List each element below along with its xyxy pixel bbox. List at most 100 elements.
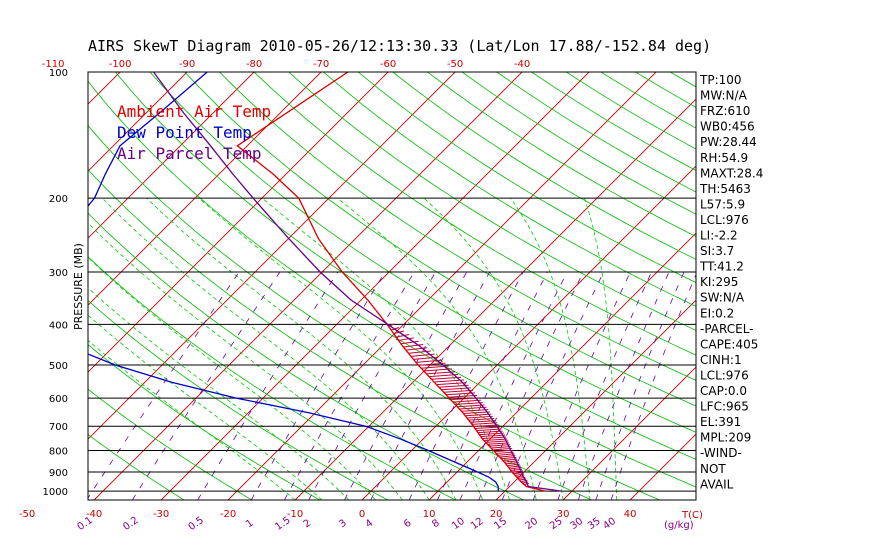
cape-hatch-line: [431, 376, 462, 380]
mixing-ratio-line: [344, 271, 468, 500]
cape-hatch-line: [496, 451, 514, 454]
mixing-ratio-line: [478, 271, 584, 500]
pressure-tick-label: 200: [49, 194, 68, 205]
cape-hatch-line: [494, 449, 513, 453]
mixing-ratio-tick-label: 12: [469, 516, 486, 532]
bottom-temperature-tick-label: 10: [423, 509, 436, 520]
index-entry: SW:N/A: [700, 291, 745, 305]
index-entry: NOT: [700, 462, 726, 476]
dry-adiabat-line: [184, 72, 696, 407]
moist-adiabat-line: [88, 339, 296, 500]
cape-hatch-line: [471, 422, 498, 425]
mixing-ratio-line: [610, 273, 696, 500]
mixing-ratio-tick-label: 4: [364, 518, 376, 531]
mixing-ratio-line: [577, 271, 670, 500]
pressure-tick-labels: 100 200 300 400 500 600 700 800 900 1000: [43, 68, 68, 498]
bottom-temperature-tick-label: -10: [287, 509, 303, 520]
bottom-temperature-tick-labels: -50 -40 -30 -20 -10 0 10 20 30 40: [19, 509, 637, 520]
mixing-ratio-tick-label: 10: [450, 516, 467, 532]
cape-hatch-line: [485, 440, 509, 443]
bottom-temperature-tick-label: 30: [557, 509, 570, 520]
index-entry: EL:391: [700, 415, 741, 429]
cape-hatch-line: [403, 344, 424, 348]
cape-hatch-line: [480, 434, 506, 438]
isotherm-line: [0, 72, 53, 500]
cape-hatch-line: [483, 438, 508, 441]
cape-hatch-line: [476, 428, 502, 432]
cape-hatch-line: [448, 394, 478, 398]
index-entry: CAP:0.0: [700, 384, 747, 398]
cape-hatch-line: [433, 379, 465, 383]
moist-adiabat-line: [337, 197, 537, 500]
cape-hatch-line: [398, 337, 414, 341]
mixing-ratio-tick-label: 3: [337, 518, 349, 531]
chart-legend: Ambient Air Temp Dew Point Temp Air Parcel…: [117, 102, 271, 163]
cape-hatch-line: [466, 415, 493, 419]
dry-adiabat-line: [253, 72, 696, 356]
cape-hatch-line: [499, 455, 516, 458]
dry-adiabat-line: [288, 72, 696, 331]
cape-hatch-line: [473, 424, 499, 427]
dry-adiabat-line: [88, 125, 660, 500]
bottom-temperature-tick-label: -40: [86, 509, 102, 520]
index-entry: SI:3.7: [700, 244, 734, 258]
top-temperature-tick-label: -60: [380, 59, 396, 70]
isotherm-line: [88, 72, 322, 306]
index-entry: LFC:965: [700, 400, 749, 414]
cape-hatch-line: [490, 446, 511, 449]
cape-hatch-line: [487, 442, 510, 445]
mixing-ratio-line: [595, 271, 685, 500]
mixing-ratio-tick-label: 6: [402, 518, 414, 531]
moist-adiabat-line: [88, 222, 403, 500]
mixing-ratio-line: [557, 271, 652, 500]
index-entry: CAPE:405: [700, 337, 758, 351]
cape-hatch-line: [405, 347, 428, 351]
index-entry: LCL:976: [700, 368, 749, 382]
dry-adiabat-line: [496, 72, 696, 193]
dry-adiabat-line: [88, 212, 524, 500]
isotherm-line: [88, 72, 389, 373]
index-entry: KI:295: [700, 275, 738, 289]
pressure-tick-label: 100: [49, 68, 68, 79]
cape-hatch-line: [396, 334, 410, 338]
plot-frame: [87, 71, 697, 501]
cape-hatch-line: [457, 404, 485, 408]
dry-adiabat-line: [392, 72, 696, 260]
cape-hatch-line: [475, 426, 500, 430]
legend-entry: Air Parcel Temp: [117, 144, 262, 163]
dry-adiabat-line: [219, 72, 696, 381]
index-entry: FRZ:610: [700, 104, 750, 118]
legend-entry: Dew Point Temp: [117, 123, 252, 142]
pressure-tick-label: 800: [49, 447, 68, 458]
isotherm-line: [495, 299, 696, 500]
isotherm-line: [88, 72, 121, 105]
cape-hatch-line: [408, 350, 431, 354]
pressure-tick-label: 700: [49, 422, 68, 433]
moist-adiabat-line: [423, 197, 564, 500]
dry-adiabat-line: [88, 256, 456, 500]
cape-hatch-line: [477, 430, 503, 434]
mixing-ratio-tick-label: 1: [244, 518, 256, 531]
mixing-ratio-line: [250, 271, 386, 500]
mixing-ratio-tick-label: 40: [601, 516, 618, 532]
pressure-tick-label: 600: [49, 394, 68, 405]
cape-hatch-line: [438, 384, 469, 388]
pressure-tick-label: 400: [49, 320, 68, 331]
moist-adiabat-line: [88, 287, 349, 500]
bottom-temperature-tick-label: -20: [220, 509, 236, 520]
cape-hatch-line: [441, 387, 471, 391]
cape-hatch-line: [482, 436, 507, 440]
sounding-profiles: [88, 72, 562, 492]
isotherm-line: [93, 72, 523, 500]
dry-adiabat-line: [357, 72, 696, 284]
mixing-ratio-line: [370, 271, 491, 500]
chart-title: AIRS SkewT Diagram 2010-05-26/12:13:30.3…: [88, 37, 711, 55]
mixing-ratio-tick-label: 35: [586, 516, 603, 532]
cape-hatch-line: [459, 406, 487, 410]
index-entry: LI:-2.2: [700, 229, 738, 243]
top-temperature-tick-label: -110: [42, 59, 65, 70]
dry-adiabat-line: [844, 72, 870, 500]
top-temperature-tick-label: -90: [179, 59, 195, 70]
index-entry: AVAIL: [700, 477, 734, 491]
